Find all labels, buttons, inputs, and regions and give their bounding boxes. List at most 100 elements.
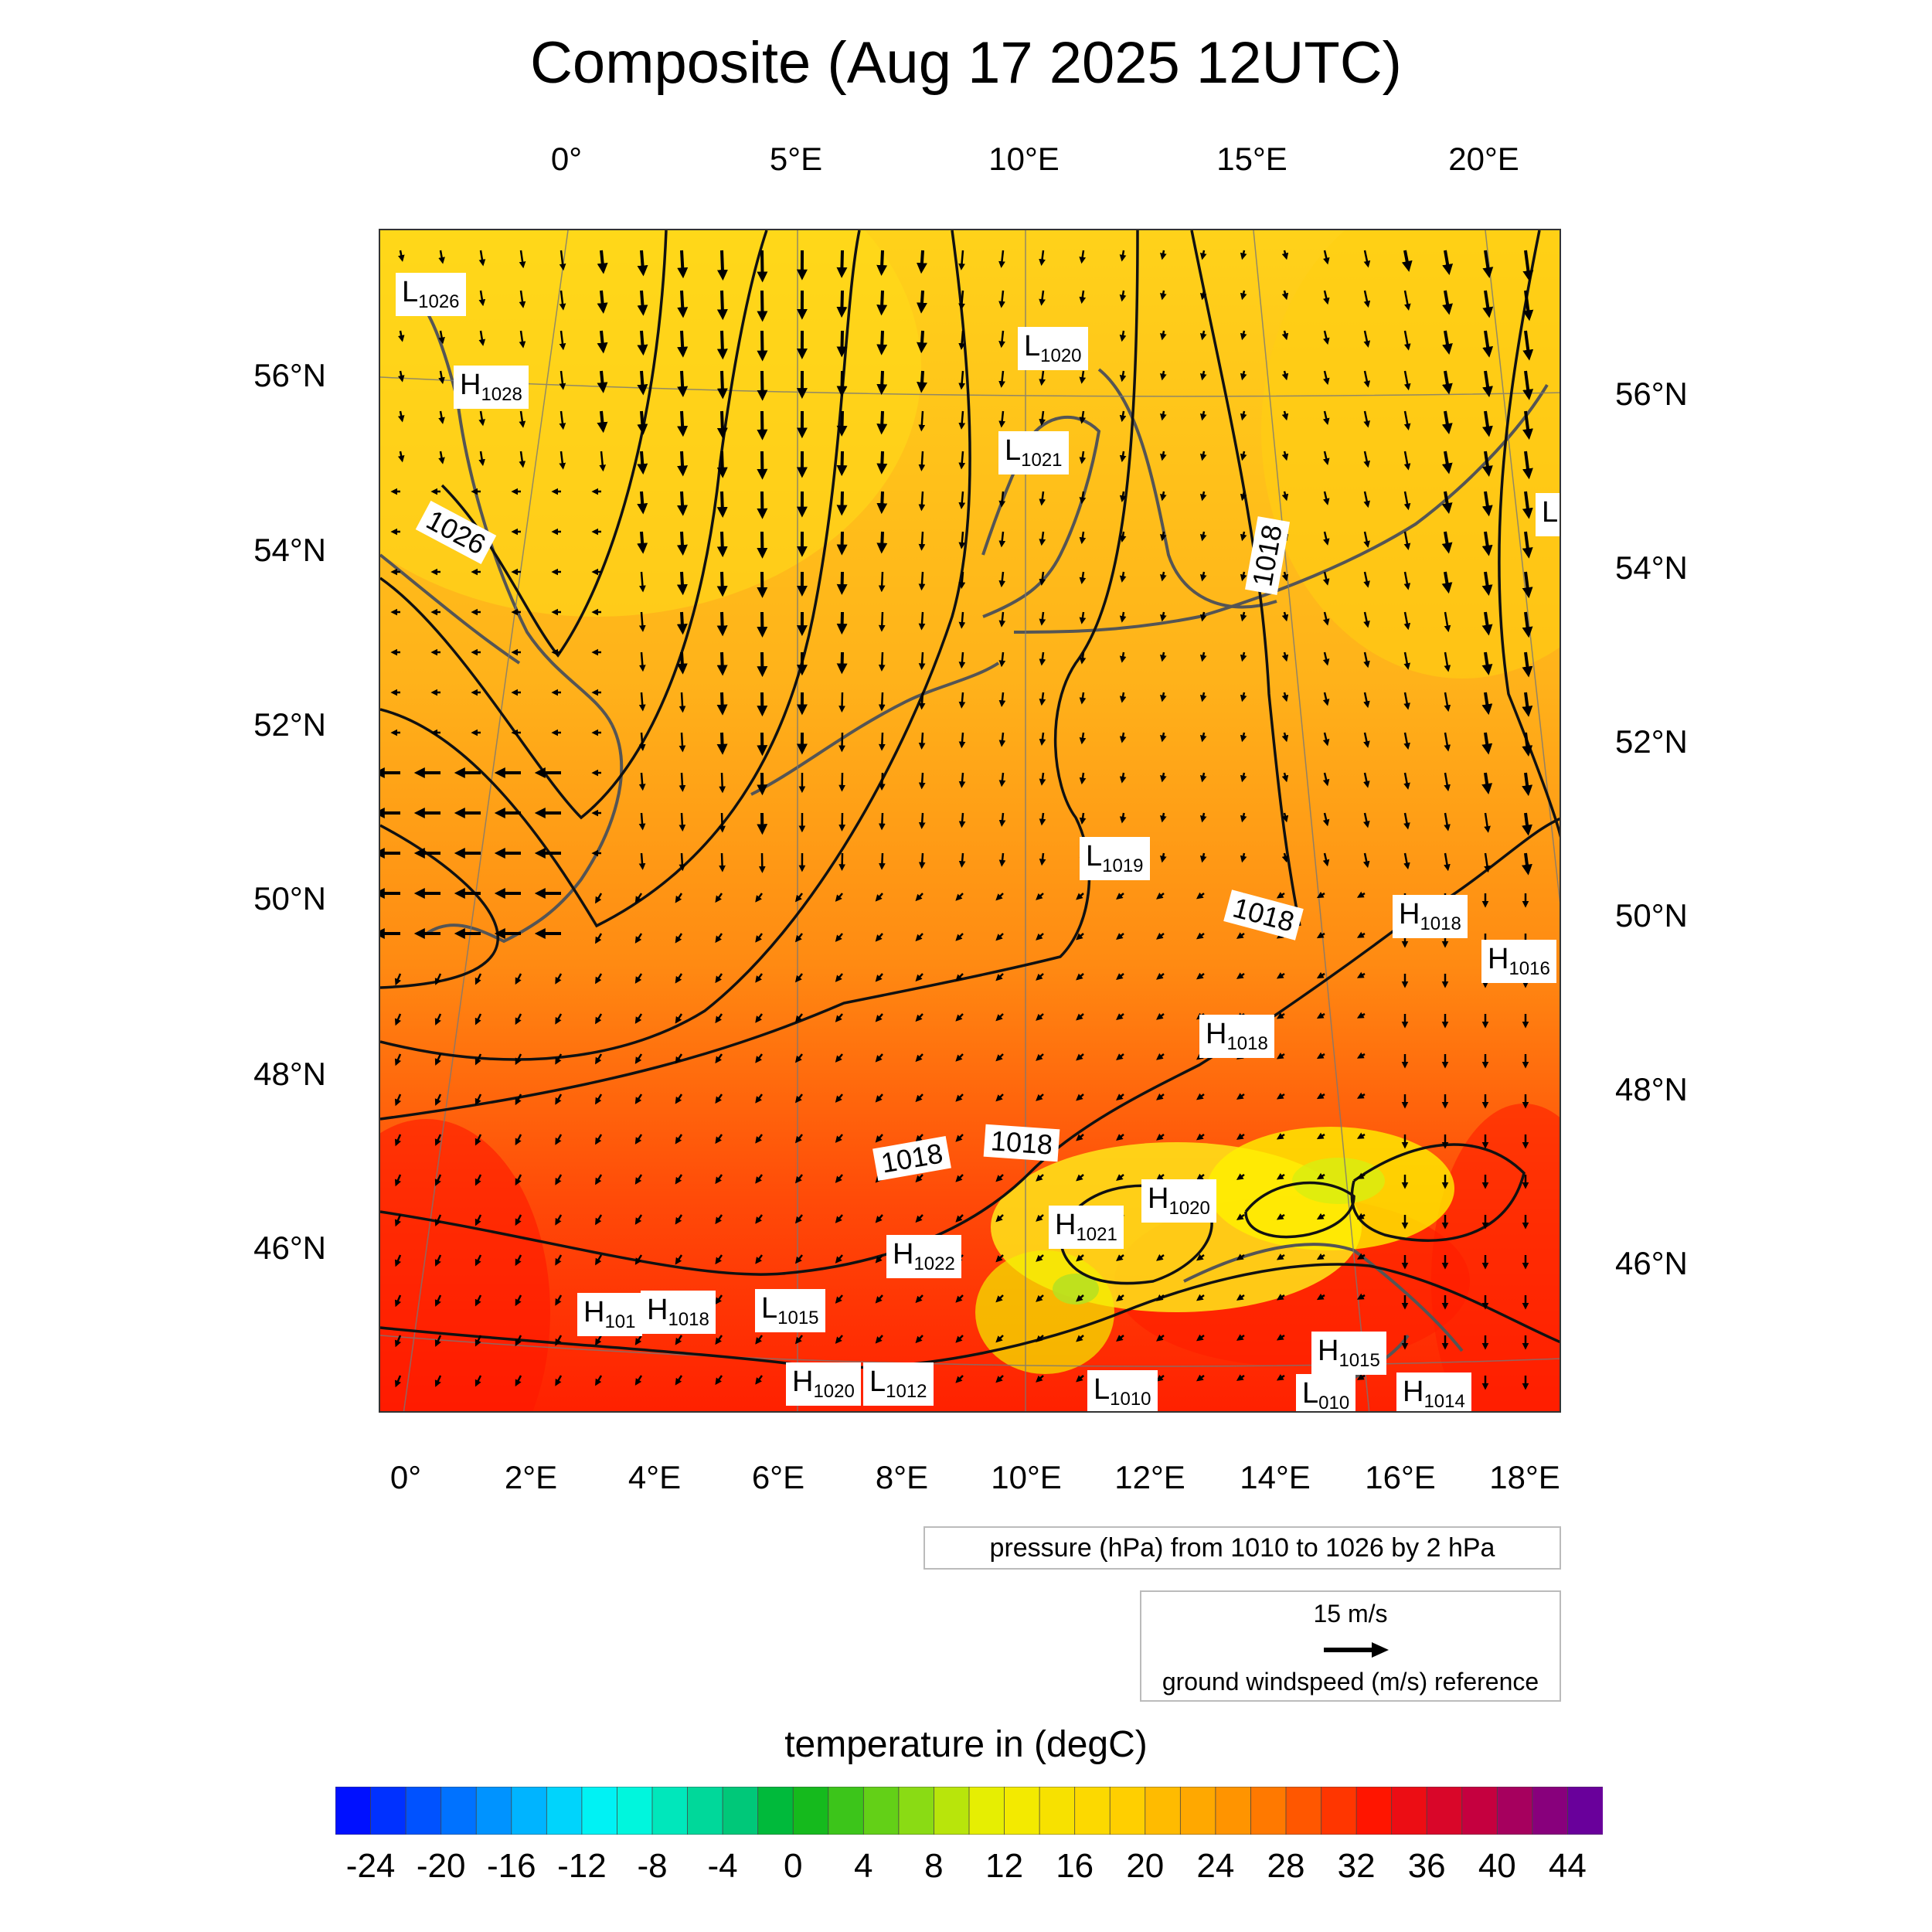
wind-vector — [715, 1174, 723, 1185]
wind-vector — [1281, 410, 1289, 421]
pressure-center-label: L010 — [1296, 1374, 1356, 1411]
wind-vector — [1323, 370, 1330, 386]
colorbar-tick-label: 8 — [924, 1847, 944, 1885]
wind-vector — [878, 692, 886, 712]
wind-vector — [1119, 692, 1127, 703]
wind-vector — [1240, 611, 1247, 622]
wind-vector — [394, 1254, 402, 1267]
wind-vector — [1156, 1334, 1165, 1342]
wind-vector — [1403, 772, 1410, 790]
wind-vector — [1076, 1174, 1084, 1182]
wind-vector — [1039, 812, 1046, 826]
wind-vector — [1036, 1053, 1044, 1061]
wind-vector — [719, 812, 726, 833]
wind-vector — [675, 1174, 683, 1185]
pressure-center-label: H1018 — [641, 1291, 716, 1334]
wind-vector — [998, 330, 1005, 349]
wind-vector — [835, 1094, 843, 1103]
wind-vector — [1119, 732, 1127, 743]
isobar-label: 1018 — [983, 1124, 1060, 1162]
wind-vector — [794, 1254, 803, 1264]
colorbar-swatch — [1355, 1787, 1393, 1835]
colorbar-tick-label: -20 — [416, 1847, 466, 1885]
wind-vector — [1281, 290, 1289, 301]
left-lat-label-54n: 54°N — [253, 532, 326, 568]
wind-vector — [1356, 1012, 1366, 1019]
wind-vector — [677, 250, 689, 279]
wind-vector — [757, 451, 768, 480]
wind-vector — [1079, 692, 1087, 705]
wind-vector — [1240, 732, 1247, 743]
wind-vector — [716, 571, 728, 597]
wind-vector — [1039, 651, 1046, 666]
wind-vector — [1240, 692, 1247, 702]
wind-vector — [1276, 1334, 1285, 1341]
wind-vector — [677, 491, 689, 516]
wind-vector — [757, 491, 768, 519]
wind-vector — [595, 893, 603, 904]
wind-vector — [1236, 1374, 1245, 1381]
wind-vector — [918, 732, 926, 750]
wind-vector — [879, 812, 886, 831]
wind-vector — [876, 491, 888, 515]
wind-vector — [555, 1174, 563, 1185]
wind-vector — [1159, 290, 1167, 301]
pressure-center-label: H1028 — [454, 366, 529, 409]
wind-vector — [1322, 611, 1330, 626]
wind-vector — [555, 1335, 563, 1346]
wind-vector — [1036, 1214, 1044, 1222]
wind-vector — [1522, 330, 1534, 361]
wind-vector — [875, 973, 883, 982]
wind-vector — [394, 973, 402, 986]
wind-vector — [1441, 451, 1453, 474]
wind-vector — [634, 1214, 643, 1225]
wind-vector — [1442, 250, 1454, 275]
wind-vector — [715, 973, 723, 984]
colorbar-tick-label: 44 — [1548, 1847, 1587, 1885]
wind-vector — [918, 611, 926, 631]
wind-vector — [716, 290, 728, 321]
wind-vector — [478, 330, 486, 346]
wind-vector — [1482, 410, 1493, 437]
wind-vector — [1159, 491, 1167, 502]
wind-vector — [515, 1013, 522, 1026]
wind-vector — [1079, 250, 1087, 264]
wind-vector — [716, 611, 728, 637]
wind-vector — [1079, 772, 1087, 785]
wind-vector — [1316, 1092, 1325, 1100]
wind-vector — [1079, 571, 1087, 584]
right-lat-label-48n: 48°N — [1615, 1071, 1688, 1107]
wind-vector — [474, 1294, 482, 1307]
wind-vector — [634, 893, 643, 903]
wind-vector — [1363, 410, 1371, 428]
wind-vector — [1199, 531, 1207, 542]
wind-vector — [1322, 692, 1330, 706]
wind-vector — [1119, 330, 1127, 342]
wind-vector — [876, 410, 888, 435]
wind-vector — [597, 290, 608, 314]
wind-vector — [1276, 1093, 1285, 1100]
wind-vector — [876, 330, 888, 355]
wind-vector — [434, 1294, 442, 1307]
wind-vector — [1363, 812, 1370, 828]
wind-vector — [595, 1134, 603, 1145]
wind-vector — [519, 290, 526, 308]
wind-vector — [716, 732, 728, 755]
wind-vector — [1036, 1294, 1044, 1302]
wind-vector — [1119, 250, 1127, 262]
wind-vector — [1196, 1093, 1205, 1100]
wind-vector — [1156, 1093, 1165, 1100]
wind-vector — [998, 611, 1006, 628]
wind-vector — [515, 973, 522, 985]
wind-vector — [1522, 491, 1533, 519]
colorbar-swatch — [828, 1787, 865, 1835]
wind-vector — [675, 1053, 683, 1064]
temperature-colorbar — [335, 1787, 1603, 1835]
wind-vector — [715, 1214, 723, 1225]
wind-vector — [599, 451, 607, 472]
colorbar-tick-label: 40 — [1478, 1847, 1516, 1885]
wind-vector — [1076, 1053, 1084, 1061]
wind-vector — [835, 1214, 843, 1223]
wind-vector — [1240, 852, 1247, 863]
wind-vector — [1039, 410, 1046, 427]
